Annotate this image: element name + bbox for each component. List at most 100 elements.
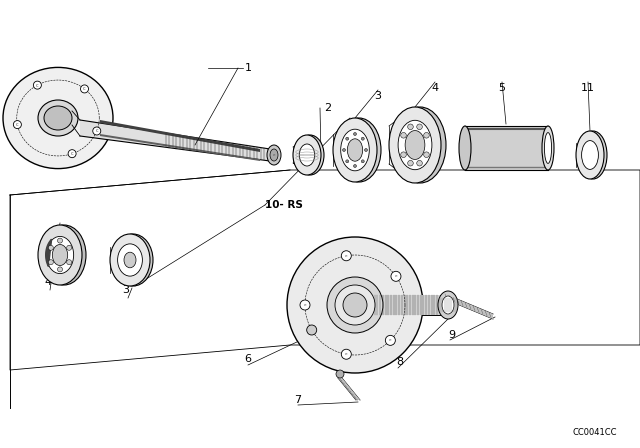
Circle shape (342, 148, 346, 151)
Text: 4: 4 (431, 83, 438, 93)
Circle shape (68, 150, 76, 158)
Text: e: e (304, 303, 307, 307)
Ellipse shape (300, 144, 315, 166)
Ellipse shape (438, 291, 458, 319)
Circle shape (365, 148, 367, 151)
Ellipse shape (576, 131, 604, 179)
Circle shape (33, 81, 42, 89)
Text: 9: 9 (449, 330, 456, 340)
Polygon shape (45, 239, 52, 267)
Ellipse shape (38, 100, 78, 136)
Ellipse shape (44, 106, 72, 130)
Circle shape (49, 246, 53, 250)
Text: e: e (345, 352, 348, 356)
Text: 6: 6 (244, 354, 252, 364)
Circle shape (58, 267, 63, 272)
Text: c: c (83, 86, 86, 91)
Circle shape (336, 370, 344, 378)
Circle shape (424, 152, 429, 158)
Circle shape (408, 124, 413, 129)
Text: e: e (273, 153, 275, 157)
Ellipse shape (579, 131, 607, 179)
Ellipse shape (113, 234, 153, 286)
Text: e: e (389, 338, 392, 342)
Ellipse shape (38, 225, 82, 285)
Text: c: c (16, 122, 19, 127)
Text: c: c (36, 82, 38, 88)
Circle shape (335, 285, 375, 325)
Circle shape (341, 251, 351, 261)
Polygon shape (445, 294, 493, 319)
Ellipse shape (3, 67, 113, 168)
Circle shape (287, 237, 423, 373)
Circle shape (341, 349, 351, 359)
Ellipse shape (42, 225, 86, 285)
Text: c: c (95, 129, 98, 134)
Text: 10- RS: 10- RS (265, 200, 303, 210)
Circle shape (49, 260, 53, 265)
Circle shape (300, 300, 310, 310)
Ellipse shape (333, 118, 377, 182)
Circle shape (361, 160, 364, 163)
Ellipse shape (124, 252, 136, 268)
Ellipse shape (348, 139, 363, 161)
Ellipse shape (110, 234, 150, 286)
Circle shape (67, 246, 72, 250)
Text: 11: 11 (581, 83, 595, 93)
Circle shape (67, 260, 72, 265)
Circle shape (13, 121, 21, 129)
Ellipse shape (337, 118, 381, 182)
Circle shape (361, 137, 364, 140)
Text: 4: 4 (44, 277, 52, 287)
Text: 8: 8 (396, 357, 404, 367)
Ellipse shape (296, 135, 324, 175)
Text: CC0041CC: CC0041CC (573, 427, 617, 436)
Circle shape (401, 133, 406, 138)
Circle shape (353, 133, 356, 135)
Polygon shape (465, 126, 548, 170)
Text: e: e (395, 274, 397, 278)
Text: 1: 1 (244, 63, 252, 73)
Circle shape (401, 152, 406, 158)
Circle shape (391, 271, 401, 281)
Polygon shape (80, 120, 270, 161)
Text: 7: 7 (294, 395, 301, 405)
Circle shape (346, 160, 349, 163)
Ellipse shape (270, 149, 278, 161)
Circle shape (343, 293, 367, 317)
Ellipse shape (389, 107, 441, 183)
Polygon shape (100, 120, 260, 152)
Ellipse shape (442, 296, 454, 314)
Ellipse shape (267, 145, 281, 165)
Circle shape (93, 127, 100, 135)
Ellipse shape (542, 126, 554, 170)
Ellipse shape (398, 121, 432, 170)
Circle shape (408, 160, 413, 166)
Text: 2: 2 (324, 103, 331, 113)
Ellipse shape (405, 130, 425, 159)
Circle shape (424, 133, 429, 138)
Polygon shape (369, 295, 440, 315)
Circle shape (417, 124, 422, 129)
Polygon shape (100, 134, 260, 161)
Text: 3: 3 (374, 91, 381, 101)
Circle shape (81, 85, 88, 93)
Ellipse shape (46, 237, 74, 274)
Circle shape (385, 336, 396, 345)
Ellipse shape (394, 107, 446, 183)
Ellipse shape (582, 141, 598, 169)
Text: c: c (71, 151, 74, 156)
Text: e: e (345, 254, 348, 258)
Text: 5: 5 (499, 83, 506, 93)
Ellipse shape (340, 129, 369, 171)
Circle shape (346, 137, 349, 140)
Ellipse shape (118, 244, 143, 276)
Circle shape (417, 160, 422, 166)
Circle shape (307, 325, 317, 335)
Ellipse shape (459, 126, 471, 170)
Circle shape (327, 277, 383, 333)
Ellipse shape (293, 135, 321, 175)
Ellipse shape (52, 245, 68, 266)
Polygon shape (338, 378, 360, 400)
Circle shape (58, 238, 63, 243)
